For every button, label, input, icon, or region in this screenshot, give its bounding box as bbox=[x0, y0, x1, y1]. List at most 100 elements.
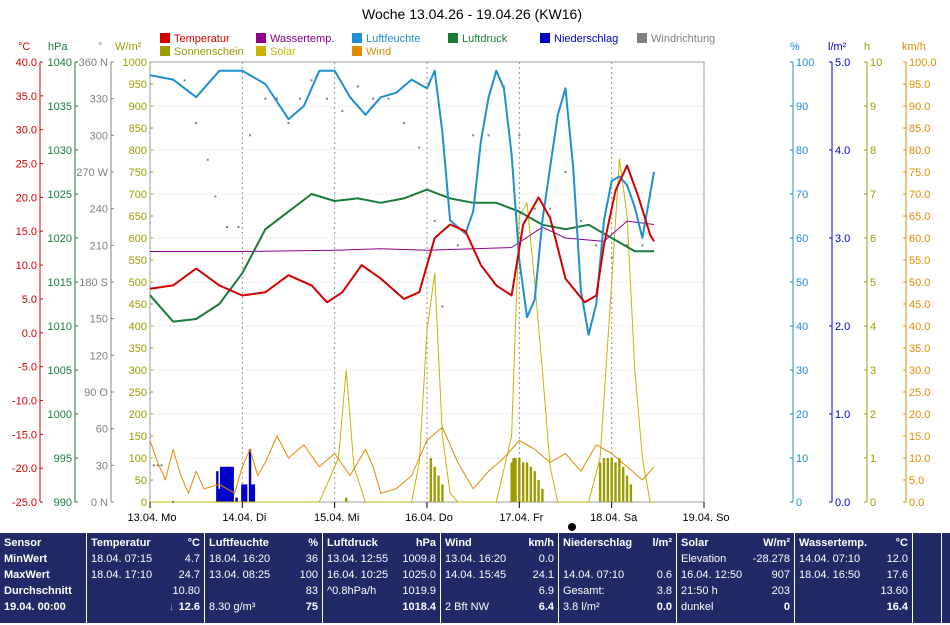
axis-unit: l/m² bbox=[828, 41, 847, 53]
legend-label: Luftfeuchte bbox=[366, 33, 420, 45]
wind-direction-point bbox=[275, 97, 278, 100]
stats-pressure-min-time: 13.04. 12:55 bbox=[327, 553, 389, 565]
axis-tick-label: 0.0 bbox=[909, 497, 924, 509]
stats-precipitation-total: 3.8 bbox=[656, 585, 672, 597]
stats-empty-column bbox=[913, 533, 942, 623]
bar-sonnenschein bbox=[602, 458, 606, 502]
series-line-wind bbox=[149, 426, 655, 494]
axis-tick-label: 70 bbox=[796, 189, 808, 201]
axis-tick-label: 50.0 bbox=[909, 277, 930, 289]
bar-niederschlag bbox=[231, 466, 234, 502]
bar-niederschlag bbox=[229, 466, 232, 502]
legend-swatch bbox=[540, 33, 550, 43]
axis-tick-label: 90.0 bbox=[909, 101, 930, 113]
axis-tick-label: 90 O bbox=[84, 387, 108, 399]
series-line-luftfeuchte bbox=[149, 69, 655, 336]
axis-tick-label: 35.0 bbox=[16, 91, 37, 103]
bar-sonnenschein bbox=[610, 458, 613, 502]
stats-precipitation-max: 0.6 bbox=[656, 569, 672, 581]
wind-direction-point bbox=[456, 244, 459, 247]
axis-unit: °C bbox=[18, 41, 30, 53]
stats-sensor-column: Sensor MinWert MaxWert Durchschnitt 19.0… bbox=[0, 533, 87, 623]
bar-niederschlag bbox=[225, 466, 229, 502]
axis-tick-label: 500 bbox=[129, 277, 147, 289]
chart-title: Woche 13.04.26 - 19.04.26 (KW16) bbox=[362, 6, 582, 22]
axis-tick-label: 1000 bbox=[48, 409, 72, 421]
axis-tick-label: -5.0 bbox=[18, 362, 37, 374]
stats-row-label-current: 19.04. 00:00 bbox=[4, 601, 66, 613]
wind-direction-point bbox=[249, 134, 252, 137]
axis-tick-label: 30 bbox=[96, 460, 108, 472]
bar-sonnenschein bbox=[622, 466, 625, 502]
stats-temperature-avg: 10.80 bbox=[172, 585, 200, 597]
bar-sonnenschein bbox=[514, 458, 517, 502]
legend-label: Wind bbox=[366, 46, 391, 58]
legend-swatch bbox=[160, 46, 170, 56]
axis-tick-label: 20 bbox=[796, 409, 808, 421]
axis-tick-label: 5.0 bbox=[909, 475, 924, 487]
axis-unit: ° bbox=[98, 41, 102, 53]
stats-water-temp-unit: °C bbox=[895, 537, 908, 549]
axis-tick-label: 80.0 bbox=[909, 145, 930, 157]
stats-row-label-min: MinWert bbox=[4, 553, 48, 565]
stats-humidity-min-time: 18.04. 16:20 bbox=[209, 553, 271, 565]
legend-swatch bbox=[352, 33, 362, 43]
stats-pressure-header: Luftdruck bbox=[327, 537, 378, 549]
stats-humidity-header: Luftfeuchte bbox=[209, 537, 269, 549]
axis-tick-label: 250 bbox=[129, 387, 147, 399]
stats-wind-header: Wind bbox=[445, 537, 472, 549]
stats-humidity-max: 100 bbox=[299, 569, 318, 581]
x-tick-label: 13.04. Mo bbox=[128, 512, 177, 524]
axis-tick-label: 270 W bbox=[76, 167, 108, 179]
axis-tick-label: 1.0 bbox=[835, 409, 850, 421]
axis-tick-label: 850 bbox=[129, 123, 147, 135]
stats-pressure-max: 1025.0 bbox=[402, 569, 436, 581]
stats-precipitation-current: 0.0 bbox=[656, 601, 672, 613]
axis-tick-label: 150 bbox=[90, 314, 108, 326]
bar-niederschlag bbox=[227, 466, 231, 502]
stats-solar-max: 907 bbox=[771, 569, 790, 581]
axis-tick-label: 180 S bbox=[79, 277, 108, 289]
bar-sonnenschein bbox=[618, 458, 621, 502]
stats-pressure-max-time: 16.04. 10:25 bbox=[327, 569, 389, 581]
axis-tick-label: 6 bbox=[870, 233, 876, 245]
stats-solar-duration: 21:50 h bbox=[681, 585, 718, 597]
wind-direction-point bbox=[287, 122, 290, 125]
stats-temperature-current: 12.6 bbox=[178, 601, 200, 613]
axis-tick-label: 25.0 bbox=[909, 387, 930, 399]
wind-direction-point bbox=[418, 146, 421, 149]
stats-pressure-unit: hPa bbox=[415, 537, 436, 549]
axis-tick-label: 20.0 bbox=[16, 192, 37, 204]
stats-temperature-min-time: 18.04. 07:15 bbox=[91, 553, 153, 565]
axis-tick-label: 5.0 bbox=[22, 294, 37, 306]
stats-solar-header: Solar bbox=[681, 537, 709, 549]
bar-sonnenschein bbox=[533, 471, 536, 502]
stats-humidity-unit: % bbox=[308, 537, 318, 549]
axis-unit: h bbox=[864, 41, 870, 53]
wind-direction-point bbox=[549, 207, 552, 210]
axis-tick-label: 450 bbox=[129, 299, 147, 311]
axis-tick-label: 750 bbox=[129, 167, 147, 179]
bar-niederschlag bbox=[250, 484, 254, 502]
wind-direction-point bbox=[152, 464, 155, 467]
legend-label: Temperatur bbox=[174, 33, 230, 45]
axis-tick-label: 1005 bbox=[48, 365, 72, 377]
x-axis-labels: 13.04. Mo 14.04. Di 15.04. Mi 16.04. Do 17.0… bbox=[128, 502, 730, 531]
axis-tick-label: 8 bbox=[870, 145, 876, 157]
wind-direction-point bbox=[595, 244, 598, 247]
stats-pressure-column: Luftdruck hPa 13.04. 12:55 1009.8 16.04. 1… bbox=[323, 533, 441, 623]
axis-tick-label: 1030 bbox=[48, 145, 72, 157]
stats-temperature-unit: °C bbox=[187, 537, 200, 549]
axis-tick-label: 50 bbox=[796, 277, 808, 289]
axis-tick-label: 20.0 bbox=[909, 409, 930, 421]
stats-precipitation-column: Niederschlag l/m² 14.04. 07:10 0.6 Gesamt:… bbox=[559, 533, 677, 623]
stats-wind-min: 0.0 bbox=[538, 553, 554, 565]
bar-sonnenschein bbox=[512, 458, 515, 502]
stats-humidity-max-time: 13.04. 08:25 bbox=[209, 569, 271, 581]
stats-humidity-absolute: 8.30 g/m³ bbox=[209, 601, 256, 613]
axis-tick-label: 4 bbox=[870, 321, 876, 333]
legend-label: Windrichtung bbox=[651, 33, 715, 45]
legend-swatch bbox=[256, 33, 266, 43]
wind-direction-point bbox=[172, 501, 175, 503]
stats-humidity-min: 36 bbox=[305, 553, 318, 565]
